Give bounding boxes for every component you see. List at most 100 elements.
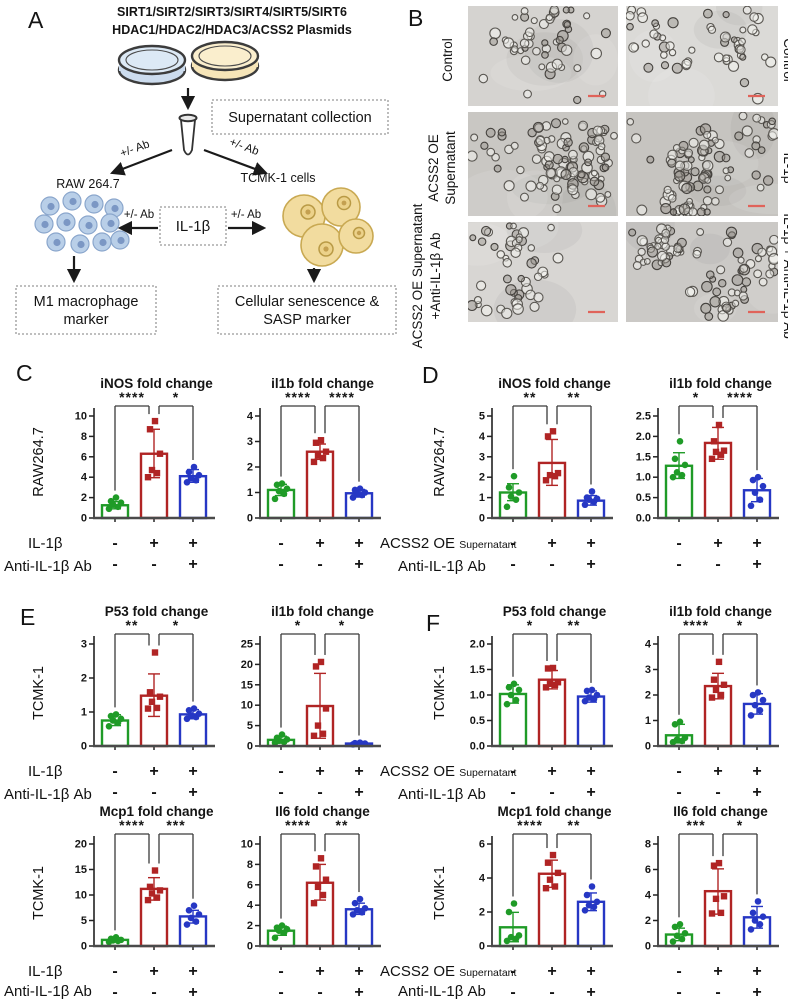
svg-text:20: 20 xyxy=(75,839,87,851)
svg-text:6: 6 xyxy=(645,864,651,876)
svg-text:+: + xyxy=(586,535,595,552)
svg-text:+: + xyxy=(547,535,556,552)
svg-text:+: + xyxy=(586,963,595,980)
svg-text:+: + xyxy=(354,763,363,780)
svg-text:+: + xyxy=(149,763,158,780)
svg-text:il1b fold change: il1b fold change xyxy=(669,376,772,391)
svg-text:+: + xyxy=(586,763,595,780)
f1-treatment-row2: Anti-IL-1β Ab xyxy=(398,786,486,803)
svg-text:-: - xyxy=(549,556,554,573)
svg-text:+: + xyxy=(188,784,197,801)
panel-letter-d: D xyxy=(422,362,439,388)
svg-text:4: 4 xyxy=(645,639,652,651)
svg-text:-: - xyxy=(715,784,720,801)
svg-text:-: - xyxy=(278,763,283,780)
svg-text:0: 0 xyxy=(81,741,87,753)
svg-text:+: + xyxy=(188,763,197,780)
panel-a: A SIRT1/SIRT2/SIRT3/SIRT4/SIRT5/SIRT6 HD… xyxy=(15,5,397,335)
b-row3-left-label-line2: +Anti-IL-1β Ab xyxy=(428,233,443,320)
arrow-tube-to-tcmk xyxy=(203,148,269,176)
svg-text:-: - xyxy=(510,784,515,801)
svg-text:+: + xyxy=(149,963,158,980)
svg-text:**: ** xyxy=(126,617,139,633)
sasp-marker-box xyxy=(217,285,397,335)
svg-text:-: - xyxy=(112,784,117,801)
tcmk-cells-label: TCMK-1 cells xyxy=(240,171,315,185)
svg-text:Mcp1 fold change: Mcp1 fold change xyxy=(497,804,612,819)
svg-text:5: 5 xyxy=(479,411,485,423)
il1b-box xyxy=(159,206,227,246)
svg-text:2.0: 2.0 xyxy=(470,639,485,651)
svg-text:**: ** xyxy=(568,617,581,633)
svg-text:2: 2 xyxy=(247,920,253,932)
svg-text:1: 1 xyxy=(247,487,253,499)
svg-text:****: **** xyxy=(119,389,145,405)
svg-text:2.0: 2.0 xyxy=(636,431,651,443)
svg-text:-: - xyxy=(510,984,515,999)
svg-text:*: * xyxy=(527,617,533,633)
svg-text:8: 8 xyxy=(645,839,651,851)
svg-text:4: 4 xyxy=(645,890,652,902)
svg-text:3: 3 xyxy=(247,436,253,448)
svg-text:2.5: 2.5 xyxy=(636,411,651,423)
svg-text:P53 fold change: P53 fold change xyxy=(503,604,607,619)
chart-e-il6: Il6 fold change 0 2 4 6 8 10 **** ** - + + - - + xyxy=(218,800,390,999)
svg-text:*: * xyxy=(173,389,179,405)
e2-treatment-row1: IL-1β xyxy=(28,963,63,980)
svg-text:-: - xyxy=(112,763,117,780)
micrograph-il1b xyxy=(626,112,778,216)
f2-treatment-row1: ACSS2 OE Supernatant xyxy=(380,963,517,980)
svg-text:10: 10 xyxy=(241,700,253,712)
micrograph-acss2-oe-ab xyxy=(468,222,618,322)
svg-text:-: - xyxy=(510,763,515,780)
chart-e-il1b: il1b fold change 0 5 10 15 20 25 * * - + + - - + xyxy=(218,600,390,828)
svg-text:0: 0 xyxy=(247,941,253,953)
svg-text:0.5: 0.5 xyxy=(636,492,651,504)
svg-text:-: - xyxy=(278,984,283,999)
svg-text:+: + xyxy=(188,963,197,980)
chart-f-p53: P53 fold change 0.0 0.5 1.0 1.5 2.0 * ** - + + - - + xyxy=(450,600,622,828)
svg-text:0.0: 0.0 xyxy=(470,741,485,753)
svg-text:-: - xyxy=(278,784,283,801)
svg-text:****: **** xyxy=(285,817,311,833)
svg-text:10: 10 xyxy=(75,411,87,423)
svg-text:+: + xyxy=(586,556,595,573)
svg-text:*: * xyxy=(339,617,345,633)
svg-text:0: 0 xyxy=(645,941,651,953)
svg-text:-: - xyxy=(510,535,515,552)
svg-text:0.0: 0.0 xyxy=(636,513,651,525)
svg-text:***: *** xyxy=(686,817,705,833)
svg-text:2: 2 xyxy=(247,462,253,474)
chart-e-mcp1: Mcp1 fold change 0 5 10 15 20 **** *** - + + - - + xyxy=(52,800,224,999)
svg-text:****: **** xyxy=(683,617,709,633)
panel-letter-e: E xyxy=(20,604,36,630)
svg-text:iNOS fold change: iNOS fold change xyxy=(498,376,611,391)
svg-text:-: - xyxy=(676,535,681,552)
sasp-marker-line2: SASP marker xyxy=(263,312,351,328)
svg-text:+: + xyxy=(315,963,324,980)
svg-text:1.0: 1.0 xyxy=(636,472,651,484)
svg-text:2: 2 xyxy=(479,472,485,484)
svg-text:+: + xyxy=(752,535,761,552)
svg-text:-: - xyxy=(715,556,720,573)
svg-text:+: + xyxy=(547,963,556,980)
svg-text:-: - xyxy=(151,784,156,801)
b-row2-right-label: IL-1β xyxy=(781,152,788,183)
svg-text:0: 0 xyxy=(479,513,485,525)
svg-text:+: + xyxy=(752,556,761,573)
ab-label-right-mid: +/- Ab xyxy=(231,209,261,221)
svg-text:3: 3 xyxy=(81,639,87,651)
raw-cells-label: RAW 264.7 xyxy=(56,177,120,191)
svg-text:+: + xyxy=(752,784,761,801)
svg-text:1.5: 1.5 xyxy=(636,451,651,463)
panel-letter-a: A xyxy=(28,7,44,33)
svg-text:****: **** xyxy=(119,817,145,833)
svg-text:8: 8 xyxy=(247,859,253,871)
svg-text:-: - xyxy=(676,556,681,573)
svg-text:+: + xyxy=(354,556,363,573)
panel-letter-f: F xyxy=(426,610,441,636)
sasp-marker-line1: Cellular senescence & xyxy=(235,294,380,310)
svg-text:-: - xyxy=(317,556,322,573)
c-treatment-row1: IL-1β xyxy=(28,535,63,552)
ab-label-right-diag: +/- Ab xyxy=(228,136,261,158)
